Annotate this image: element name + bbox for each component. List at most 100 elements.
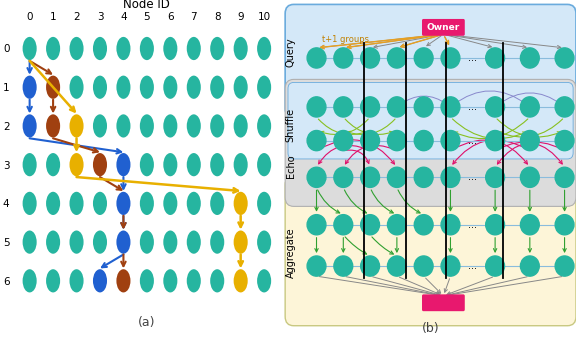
Circle shape — [257, 75, 271, 99]
Circle shape — [46, 231, 60, 254]
Circle shape — [555, 131, 574, 151]
Circle shape — [486, 215, 505, 235]
Circle shape — [361, 256, 380, 276]
Circle shape — [163, 114, 177, 138]
Circle shape — [116, 269, 131, 292]
Circle shape — [22, 114, 37, 138]
Circle shape — [163, 269, 177, 292]
Text: Echo: Echo — [286, 155, 296, 179]
Circle shape — [555, 97, 574, 117]
Circle shape — [388, 256, 406, 276]
Text: (b): (b) — [422, 322, 439, 335]
Circle shape — [22, 153, 37, 176]
Circle shape — [22, 192, 37, 215]
Circle shape — [388, 215, 406, 235]
Circle shape — [93, 37, 107, 60]
Circle shape — [521, 215, 539, 235]
Circle shape — [116, 37, 131, 60]
Circle shape — [46, 192, 60, 215]
Circle shape — [93, 114, 107, 138]
Circle shape — [414, 48, 433, 68]
Circle shape — [46, 269, 60, 292]
Circle shape — [140, 153, 154, 176]
FancyBboxPatch shape — [288, 83, 573, 159]
Text: (a): (a) — [138, 316, 156, 328]
Circle shape — [441, 215, 460, 235]
Circle shape — [334, 215, 353, 235]
Circle shape — [140, 75, 154, 99]
Circle shape — [234, 269, 248, 292]
Circle shape — [163, 231, 177, 254]
Circle shape — [70, 37, 84, 60]
Circle shape — [46, 114, 60, 138]
Circle shape — [388, 167, 406, 187]
Circle shape — [441, 97, 460, 117]
Circle shape — [116, 192, 131, 215]
Circle shape — [116, 153, 131, 176]
Circle shape — [257, 192, 271, 215]
FancyBboxPatch shape — [422, 19, 465, 36]
Circle shape — [70, 269, 84, 292]
Circle shape — [555, 256, 574, 276]
Circle shape — [555, 215, 574, 235]
Circle shape — [486, 48, 505, 68]
Text: Aggregate: Aggregate — [286, 227, 296, 277]
Circle shape — [70, 75, 84, 99]
Circle shape — [187, 269, 201, 292]
Circle shape — [234, 192, 248, 215]
Text: ...: ... — [468, 136, 478, 146]
Circle shape — [257, 269, 271, 292]
Circle shape — [234, 153, 248, 176]
Circle shape — [361, 97, 380, 117]
Circle shape — [93, 75, 107, 99]
Text: t+1 groups: t+1 groups — [322, 35, 369, 44]
Circle shape — [334, 48, 353, 68]
Text: ...: ... — [468, 172, 478, 182]
Circle shape — [22, 231, 37, 254]
Circle shape — [22, 269, 37, 292]
Text: ...: ... — [468, 261, 478, 271]
Circle shape — [116, 114, 131, 138]
Circle shape — [70, 192, 84, 215]
Circle shape — [307, 167, 326, 187]
FancyBboxPatch shape — [285, 176, 576, 326]
Circle shape — [163, 37, 177, 60]
Text: ...: ... — [468, 53, 478, 63]
FancyBboxPatch shape — [285, 4, 576, 118]
Circle shape — [334, 131, 353, 151]
Circle shape — [441, 167, 460, 187]
Text: Query: Query — [286, 37, 296, 67]
Circle shape — [441, 131, 460, 151]
Circle shape — [163, 192, 177, 215]
Circle shape — [361, 167, 380, 187]
Circle shape — [388, 97, 406, 117]
Circle shape — [257, 37, 271, 60]
Circle shape — [93, 231, 107, 254]
Circle shape — [388, 131, 406, 151]
Circle shape — [257, 231, 271, 254]
Circle shape — [22, 75, 37, 99]
Circle shape — [163, 75, 177, 99]
Circle shape — [414, 167, 433, 187]
Circle shape — [140, 114, 154, 138]
Circle shape — [140, 192, 154, 215]
Circle shape — [187, 75, 201, 99]
Circle shape — [234, 75, 248, 99]
Circle shape — [334, 167, 353, 187]
Text: ...: ... — [468, 102, 478, 112]
Circle shape — [234, 231, 248, 254]
Circle shape — [441, 48, 460, 68]
Circle shape — [210, 192, 224, 215]
Circle shape — [307, 256, 326, 276]
Circle shape — [521, 97, 539, 117]
Circle shape — [46, 75, 60, 99]
Circle shape — [210, 153, 224, 176]
Circle shape — [210, 75, 224, 99]
Circle shape — [486, 97, 505, 117]
Circle shape — [414, 97, 433, 117]
Circle shape — [210, 231, 224, 254]
Circle shape — [257, 114, 271, 138]
Circle shape — [70, 153, 84, 176]
Text: Shuffle: Shuffle — [286, 108, 296, 142]
Circle shape — [521, 256, 539, 276]
